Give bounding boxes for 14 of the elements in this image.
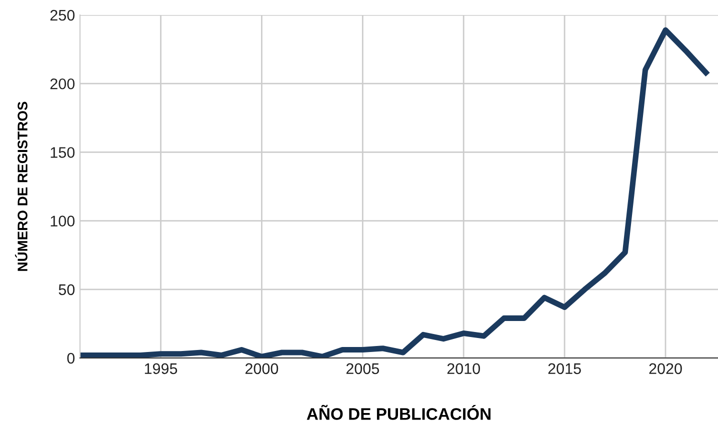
x-axis-title: AÑO DE PUBLICACIÓN bbox=[306, 404, 490, 420]
x-tick-label: 2000 bbox=[245, 363, 278, 374]
y-tick-label: 100 bbox=[50, 216, 75, 226]
y-axis-title: NÚMERO DE REGISTROS bbox=[15, 102, 28, 271]
y-tick-label: 50 bbox=[58, 284, 75, 296]
y-tick-label: 0 bbox=[67, 352, 75, 364]
y-tick-label: 250 bbox=[50, 10, 75, 21]
y-tick-label: 200 bbox=[50, 78, 75, 90]
x-tick-label: 2010 bbox=[447, 363, 480, 374]
x-tick-label: 2020 bbox=[649, 363, 682, 374]
y-tick-label: 150 bbox=[50, 147, 75, 158]
x-tick-label: 1995 bbox=[144, 363, 178, 374]
x-tick-label: 2005 bbox=[346, 363, 380, 374]
x-tick-label: 2015 bbox=[548, 363, 581, 374]
